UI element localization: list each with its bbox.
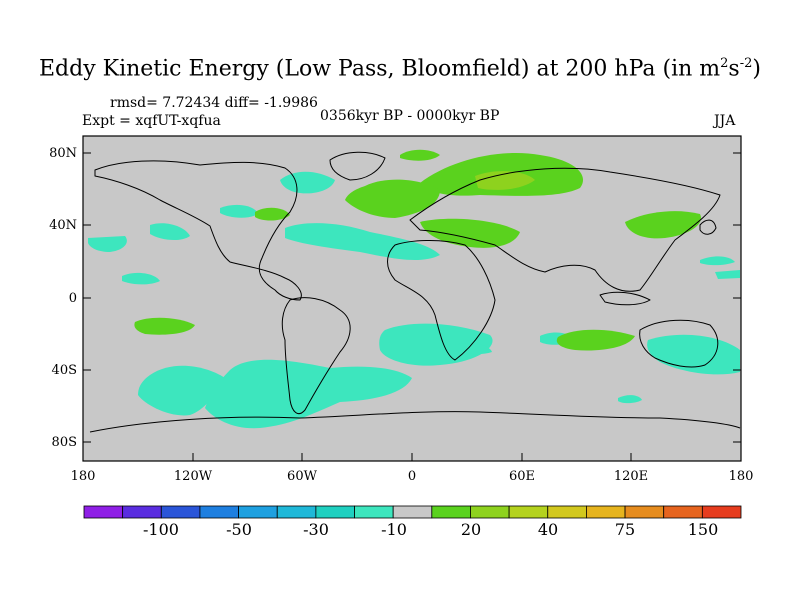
- colorbar-swatch: [315, 505, 355, 519]
- negative-anomaly-regions: [88, 171, 740, 429]
- south-atlantic-region: [379, 323, 493, 366]
- colorbar-label: 75: [615, 520, 635, 539]
- north-atlantic-region: [285, 223, 440, 261]
- south-africa-patch: [455, 342, 492, 355]
- experiment-label: Expt = xqfUT-xqfua: [82, 113, 221, 129]
- antarctica-coast: [89, 411, 741, 433]
- indonesia-coast: [599, 291, 651, 306]
- colorbar-swatch: [470, 505, 510, 519]
- north-atlantic-green: [345, 179, 440, 218]
- pacific-patch-west: [88, 236, 127, 252]
- eurasia-coast: [409, 167, 721, 292]
- stats-label: rmsd= 7.72434 diff= -1.9986: [110, 95, 318, 111]
- east-pacific-patch: [715, 270, 740, 279]
- y-tick-marks: [83, 152, 741, 443]
- colorbar-swatch: [431, 505, 471, 519]
- us-patch: [220, 204, 258, 218]
- colorbar-label: 20: [461, 520, 481, 539]
- siberia-core: [475, 171, 535, 190]
- colorbar-label: 150: [688, 520, 719, 539]
- colorbar-swatch: [122, 505, 162, 519]
- colorbar-swatch: [276, 505, 317, 519]
- indian-ocean-green: [556, 329, 635, 351]
- colorbar-swatch: [354, 505, 394, 519]
- y-tick-label: 40N: [49, 218, 77, 233]
- colorbar-label: -50: [226, 520, 252, 539]
- japan-coast: [699, 219, 717, 235]
- colorbar-swatch: [586, 505, 626, 519]
- coastlines: [89, 151, 741, 433]
- southern-indian-patch: [618, 395, 642, 404]
- colorbar-swatch: [663, 505, 703, 519]
- colorbar-label: 40: [538, 520, 558, 539]
- colorbar-label: -10: [381, 520, 407, 539]
- greenland-coast: [329, 151, 386, 181]
- chart-title: Eddy Kinetic Energy (Low Pass, Bloomfiel…: [39, 56, 761, 82]
- south-america-coast: [281, 297, 351, 415]
- east-asia-region: [625, 211, 701, 239]
- anomaly-fields: [88, 149, 740, 429]
- x-tick-label: 120W: [174, 469, 213, 484]
- pacific-patch-mid: [150, 223, 190, 241]
- strong-positive-regions: [475, 171, 535, 190]
- x-tick-label: 0: [408, 469, 416, 484]
- north-pacific-patch: [700, 256, 735, 266]
- season-label: JJA: [714, 113, 736, 129]
- colorbar-swatch: [547, 505, 587, 519]
- y-tick-label: 80S: [52, 435, 77, 450]
- colorbar-swatch: [508, 505, 549, 519]
- southern-ocean-region: [205, 359, 412, 429]
- colorbar-swatch: [238, 505, 278, 519]
- x-tick-label: 60W: [287, 469, 318, 484]
- x-tick-label: 180: [729, 469, 754, 484]
- colorbar-swatch: [83, 505, 124, 519]
- east-us-green: [255, 207, 290, 221]
- africa-coast: [387, 239, 496, 361]
- australia-region: [647, 334, 740, 375]
- south-pacific-region: [138, 365, 225, 416]
- north-america-coast: [94, 160, 302, 301]
- colorbar-swatch: [624, 505, 665, 519]
- colorbar-swatch: [160, 505, 201, 519]
- colorbar-label: -100: [143, 520, 179, 539]
- x-tick-marks: [82, 453, 742, 461]
- x-tick-label: 180: [71, 469, 96, 484]
- colorbar: [83, 505, 742, 519]
- tropical-pacific-patch: [122, 272, 160, 285]
- australia-coast: [639, 319, 719, 368]
- y-tick-label: 0: [69, 291, 77, 306]
- arctic-green: [400, 149, 440, 161]
- colorbar-swatch: [199, 505, 239, 519]
- x-tick-label: 120E: [614, 469, 648, 484]
- y-tick-label: 40S: [52, 363, 77, 378]
- x-tick-label: 60E: [509, 469, 535, 484]
- mediterranean-region: [420, 218, 520, 248]
- colorbar-labels: -100 -50 -30 -10 20 40 75 150: [143, 520, 718, 539]
- south-pacific-green: [134, 317, 195, 335]
- period-label: 0356kyr BP - 0000kyr BP: [320, 108, 500, 124]
- y-tick-label: 80N: [49, 146, 77, 161]
- colorbar-swatch: [392, 505, 433, 519]
- colorbar-label: -30: [303, 520, 329, 539]
- colorbar-swatch: [701, 505, 742, 519]
